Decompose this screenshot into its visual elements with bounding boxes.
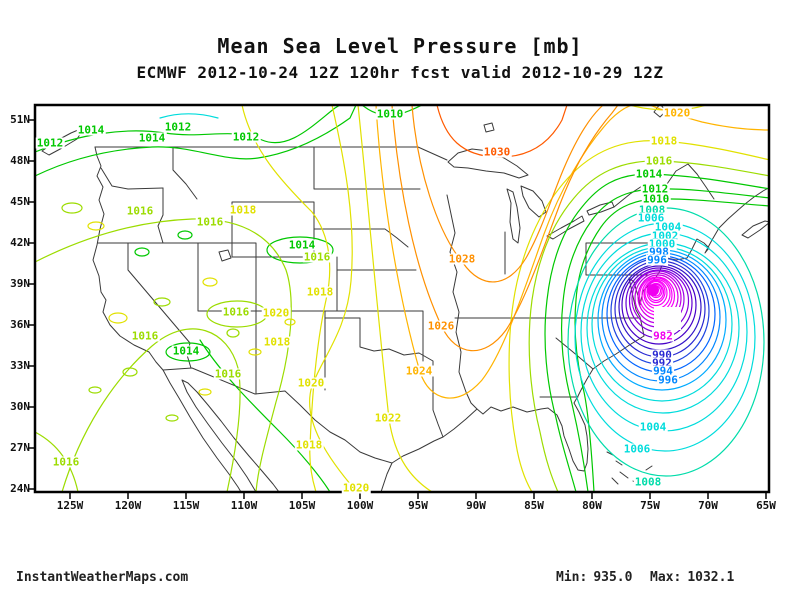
min-value: 935.0 [593,570,633,585]
contours-yellow-green [36,202,292,491]
min-value-readout: Min: 935.0 [556,570,638,585]
contour-cyan-nw [159,113,219,119]
contour-1030 [436,106,568,158]
hurricane-contour-rings [567,207,765,477]
axis-ticks [28,119,767,499]
label-mask-box [654,307,681,330]
min-label: Min: [556,570,588,585]
contours-orange [391,106,618,352]
max-value: 1032.1 [687,570,735,585]
contours-yellow [87,106,768,491]
map-frame [33,103,771,494]
page-title: Mean Sea Level Pressure [mb] [217,34,583,58]
max-label: Max: [650,570,682,585]
storm-outer-arcs [528,160,768,491]
contours-green [36,106,422,491]
hurricane-center [647,284,659,296]
max-value-readout: Max: 1032.1 [650,570,740,585]
brand-watermark: InstantWeatherMaps.com [16,570,189,585]
model-run-subtitle: ECMWF 2012-10-24 12Z 120hr fcst valid 20… [136,63,664,82]
